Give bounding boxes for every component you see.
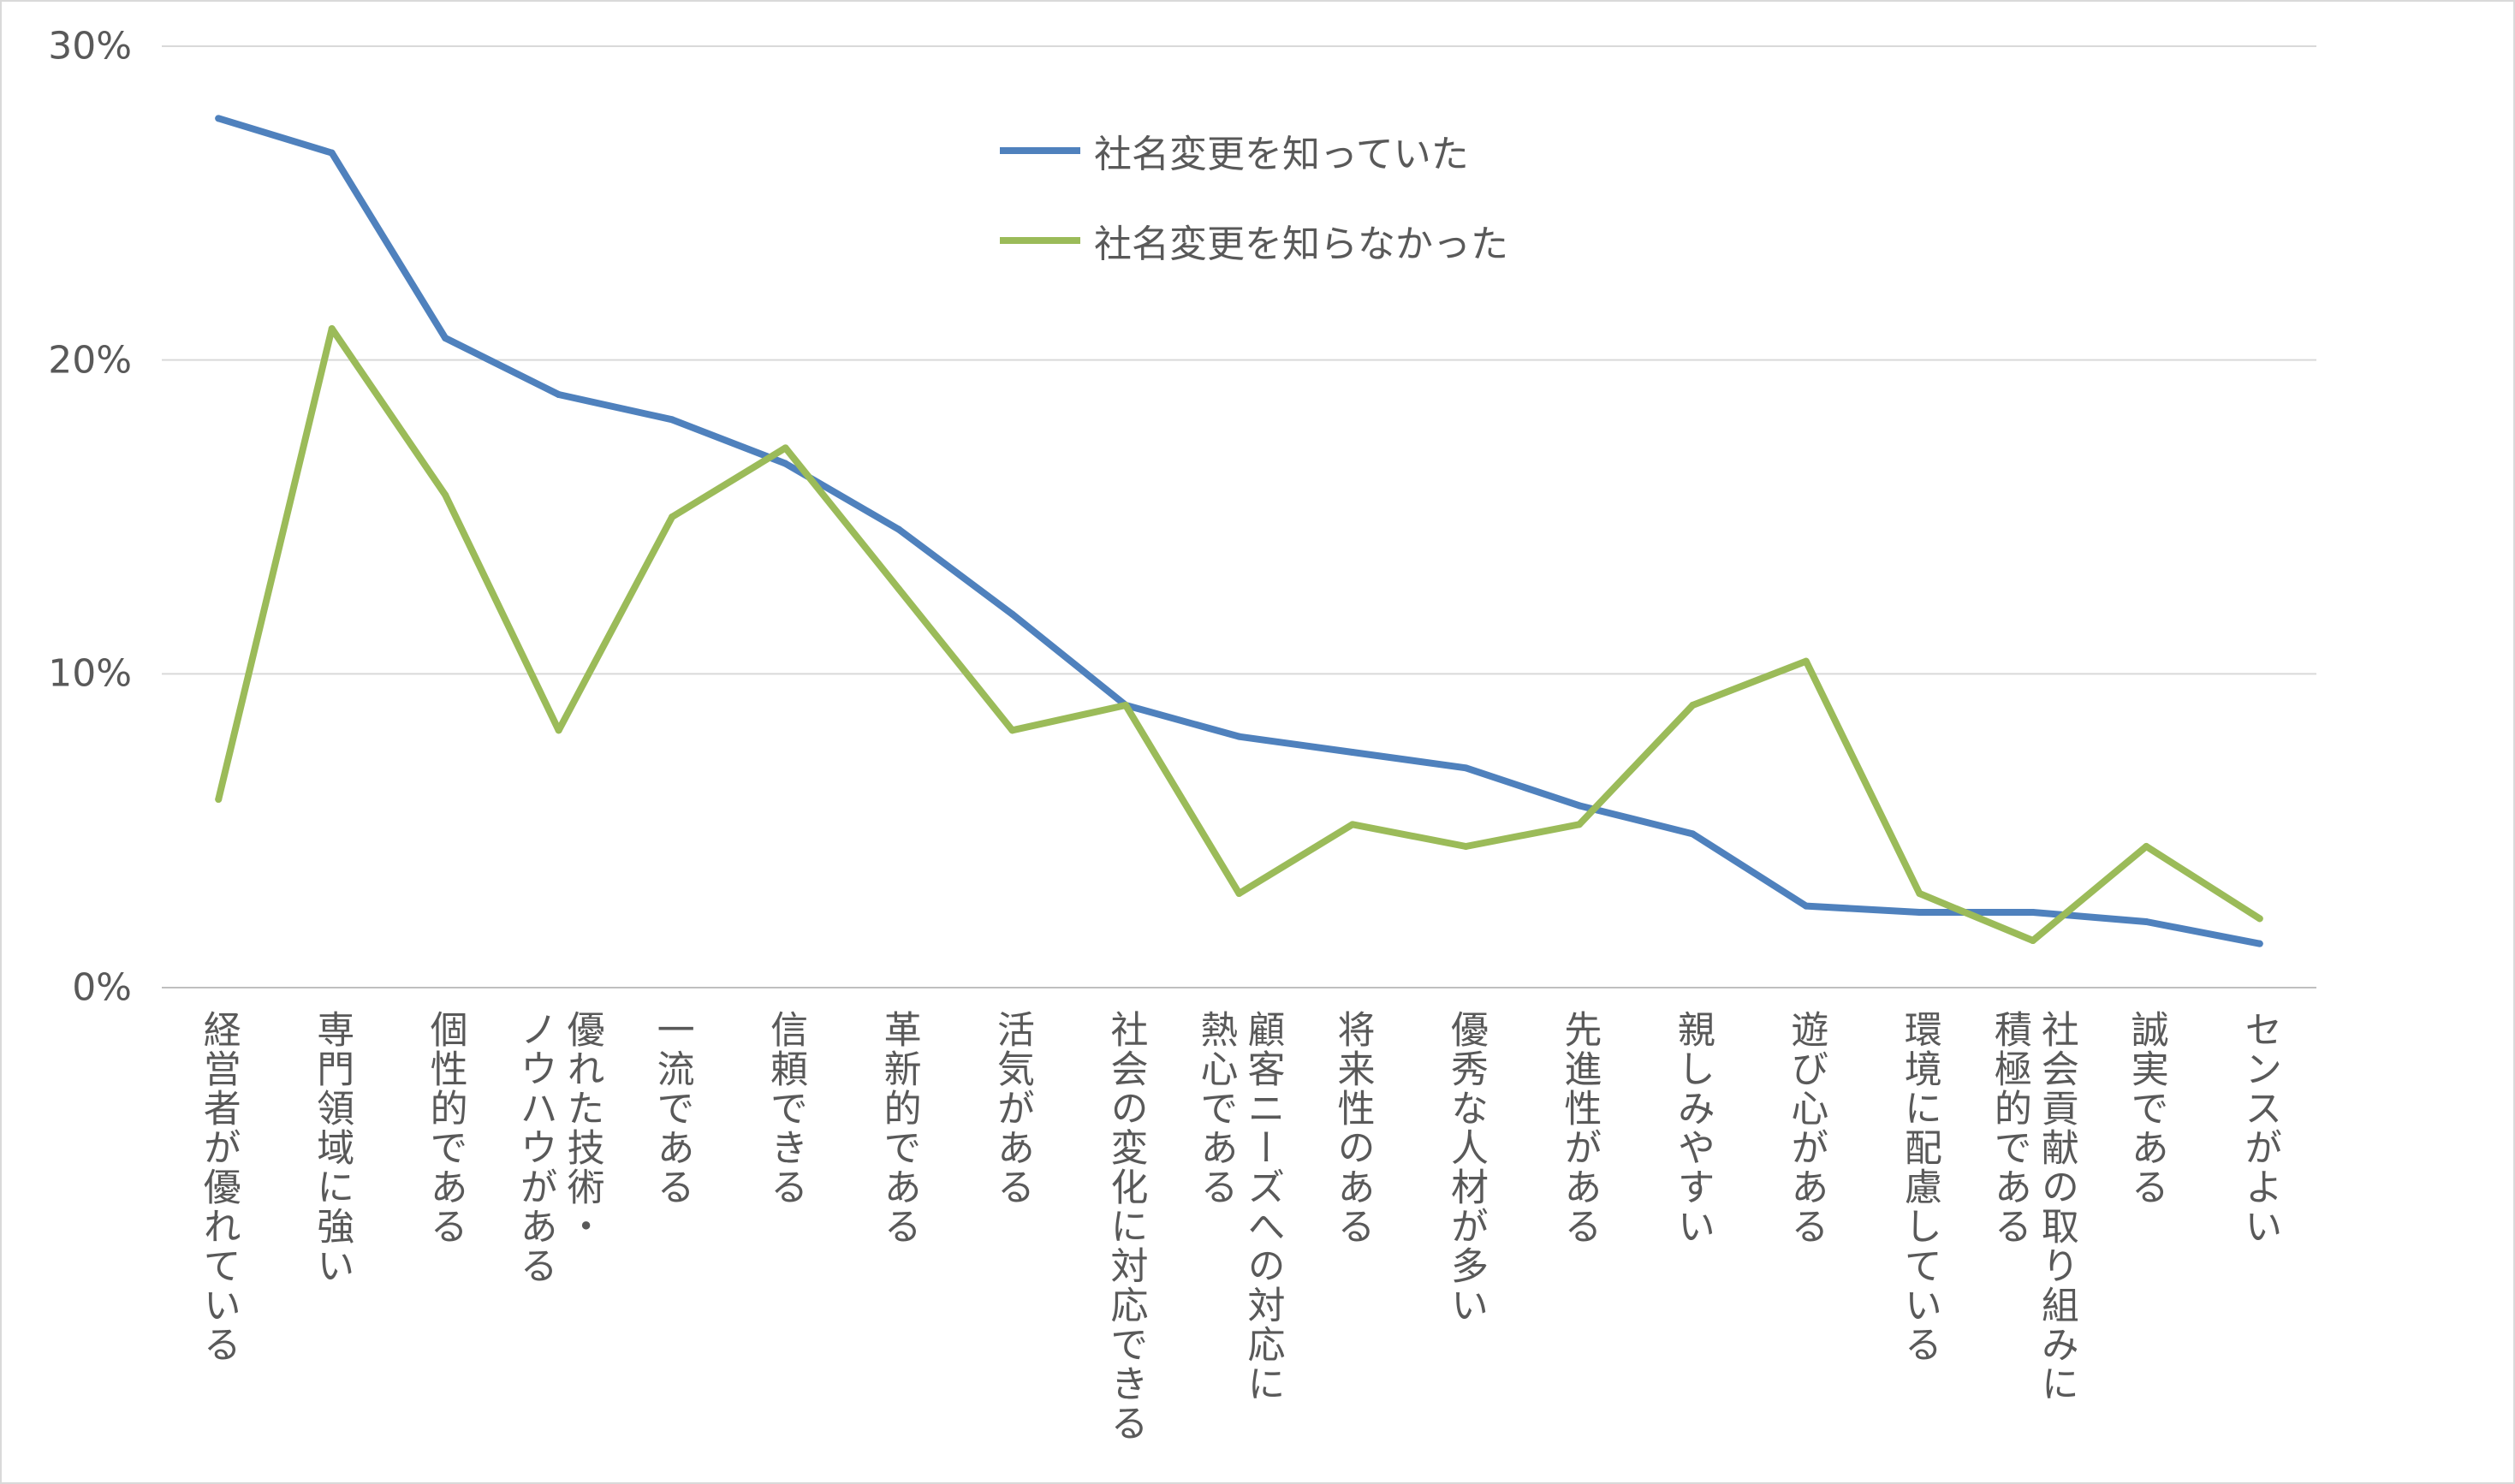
data-point-1-14 — [1802, 657, 1810, 665]
data-point-0-13 — [1689, 830, 1697, 838]
data-point-0-3 — [555, 391, 562, 398]
data-point-1-8 — [1122, 702, 1130, 709]
x-tick-label: センスがよい — [2238, 1010, 2282, 1246]
x-tick-label: 環境に配慮している — [1897, 1010, 1941, 1364]
legend-swatch — [1000, 237, 1080, 244]
x-tick-label: 優れた技術・ ノウハウがある — [513, 1010, 604, 1285]
data-point-1-0 — [215, 796, 223, 803]
data-point-1-13 — [1689, 702, 1697, 709]
data-point-0-7 — [1008, 610, 1016, 618]
x-tick-label: 先進性がある — [1557, 1010, 1602, 1246]
x-tick-label: 個性的である — [423, 1010, 467, 1246]
x-tick-label: 専門領域に強い — [310, 1010, 354, 1285]
data-point-1-15 — [1916, 890, 1923, 897]
data-point-0-4 — [669, 416, 676, 424]
data-point-0-9 — [1235, 733, 1243, 740]
data-point-1-2 — [442, 491, 449, 499]
x-tick-label: 社会の変化に対応できる — [1103, 1010, 1148, 1443]
y-tick-label: 0% — [72, 965, 132, 1010]
data-point-0-18 — [2256, 940, 2263, 947]
data-point-1-7 — [1008, 727, 1016, 734]
data-point-0-11 — [1462, 764, 1470, 772]
legend-item-known: 社名変更を知っていた — [1000, 123, 1469, 178]
x-tick-label: 優秀な人材が多い — [1443, 1010, 1488, 1325]
legend-label: 社名変更を知っていた — [1094, 133, 1469, 176]
data-point-0-6 — [895, 525, 903, 533]
x-tick-label: 親しみやすい — [1670, 1010, 1715, 1246]
data-point-0-12 — [1575, 802, 1583, 810]
legend-label: 社名変更を知らなかった — [1094, 223, 1508, 266]
data-point-0-17 — [2143, 918, 2150, 925]
data-point-0-15 — [1916, 909, 1923, 916]
data-point-1-11 — [1462, 843, 1470, 850]
data-point-1-4 — [669, 513, 676, 520]
data-point-1-12 — [1575, 821, 1583, 828]
data-point-0-14 — [1802, 902, 1810, 910]
data-point-1-5 — [782, 444, 789, 452]
x-tick-label: 活気がある — [990, 1010, 1035, 1207]
x-tick-label: 顧客ニーズへの対応に 熱心である — [1193, 1010, 1285, 1404]
y-tick-label: 10% — [48, 651, 132, 696]
data-point-1-18 — [2256, 915, 2263, 923]
x-tick-label: 革新的である — [877, 1010, 921, 1246]
data-point-1-1 — [328, 325, 336, 332]
x-tick-label: 遊び心がある — [1784, 1010, 1828, 1246]
data-point-1-3 — [555, 727, 562, 734]
x-tick-label: 社会貢献の取り組みに 積極的である — [1987, 1010, 2078, 1404]
x-tick-label: 誠実である — [2124, 1010, 2168, 1207]
data-point-0-0 — [215, 115, 223, 122]
data-point-1-6 — [895, 585, 903, 593]
data-point-0-16 — [2029, 909, 2036, 916]
data-point-1-9 — [1235, 890, 1243, 897]
data-point-0-5 — [782, 460, 789, 467]
x-tick-label: 経営者が優れている — [196, 1010, 241, 1364]
x-tick-label: 将来性のある — [1330, 1010, 1375, 1246]
y-tick-label: 30% — [48, 24, 132, 68]
data-point-1-10 — [1348, 821, 1356, 828]
series-line-1 — [215, 325, 2263, 944]
data-point-1-17 — [2143, 843, 2150, 850]
legend-item-unknown: 社名変更を知らなかった — [1000, 213, 1508, 268]
legend-swatch — [1000, 147, 1080, 154]
data-point-0-1 — [328, 149, 336, 157]
data-point-1-16 — [2029, 937, 2036, 944]
x-tick-label: 信頼できる — [764, 1010, 808, 1207]
y-tick-label: 20% — [48, 338, 132, 383]
data-point-0-10 — [1348, 749, 1356, 756]
x-tick-label: 一流である — [650, 1010, 694, 1207]
data-point-0-2 — [442, 335, 449, 341]
